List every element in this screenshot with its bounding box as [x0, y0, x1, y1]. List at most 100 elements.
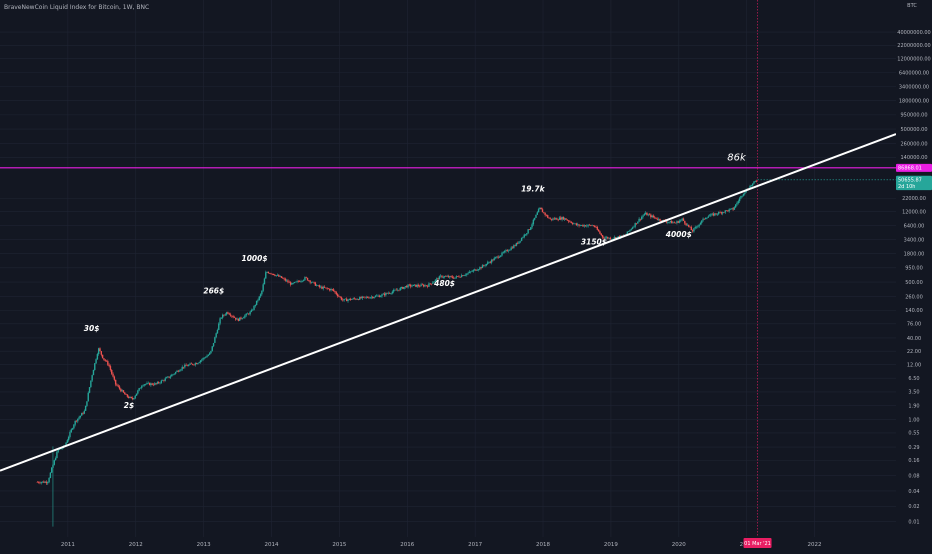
candle-body	[229, 314, 232, 316]
candle-body	[539, 207, 541, 210]
candle-body	[515, 243, 518, 246]
y-tick-label: 1.00	[908, 417, 919, 423]
candle-body	[296, 281, 298, 282]
candle-body	[733, 207, 736, 210]
candle-body	[208, 353, 211, 355]
candle-body	[225, 312, 228, 315]
candle-body	[592, 225, 595, 227]
candle-body	[41, 481, 44, 483]
candle-body	[96, 354, 99, 360]
candle-body	[144, 384, 147, 385]
y-tick-label: 0.02	[908, 504, 919, 510]
candle-body	[526, 233, 528, 235]
candle-body	[719, 212, 721, 213]
candle-body	[351, 299, 353, 300]
price-annotation: 30$	[84, 324, 100, 333]
candle-body	[54, 457, 57, 461]
candle-body	[450, 276, 452, 277]
candle-body	[48, 477, 50, 483]
candle-body	[496, 256, 498, 258]
price-annotation: 1000$	[241, 254, 267, 263]
candle-body	[148, 382, 151, 386]
candle-body	[67, 436, 70, 441]
candle-body	[40, 482, 42, 484]
candle-body	[103, 358, 105, 360]
x-tick-label: 2012	[129, 542, 143, 548]
candle-body	[644, 212, 647, 215]
candle-body	[374, 295, 377, 298]
candle-body	[173, 373, 176, 375]
candle-body	[475, 269, 477, 271]
candle-body	[194, 363, 196, 365]
candle-body	[331, 289, 334, 290]
candle-body	[39, 482, 41, 484]
candle-body	[57, 449, 59, 452]
candle-body	[654, 217, 656, 218]
candle-body	[43, 481, 45, 483]
candle-body	[428, 283, 430, 287]
candle-body	[513, 245, 515, 249]
candle-body	[547, 215, 549, 218]
candle-body	[344, 298, 347, 300]
candle-body	[437, 278, 439, 280]
candle-body	[672, 222, 674, 224]
candle-body	[186, 365, 189, 367]
candle-body	[614, 237, 617, 239]
candle-body	[211, 346, 213, 351]
candle-body	[631, 227, 634, 229]
candle-body	[197, 363, 199, 365]
candle-body	[510, 247, 512, 250]
candle-body	[438, 276, 441, 280]
candle-body	[609, 237, 612, 240]
x-tick-label: 2015	[332, 542, 346, 548]
candle-body	[509, 249, 511, 251]
candle-body	[453, 277, 455, 279]
candle-body	[396, 289, 399, 291]
candle-body	[131, 397, 134, 400]
candle-body	[749, 185, 751, 189]
candle-body	[175, 371, 177, 374]
candle-body	[652, 215, 655, 218]
candle-body	[617, 236, 619, 238]
candle-body	[274, 274, 276, 276]
candle-body	[651, 215, 653, 218]
candle-body	[376, 295, 378, 297]
candle-body	[553, 218, 555, 220]
candle-body	[567, 220, 570, 222]
candle-body	[704, 218, 707, 220]
candle-body	[215, 333, 217, 338]
candle-body	[600, 233, 602, 236]
candle-body	[201, 359, 203, 361]
candle-body	[472, 270, 475, 272]
candle-body	[309, 280, 311, 283]
candle-body	[224, 314, 227, 316]
candle-body	[586, 225, 588, 227]
candle-body	[334, 290, 336, 293]
candle-body	[99, 348, 101, 352]
candle-body	[524, 234, 527, 236]
candle-body	[178, 370, 181, 372]
candle-body	[362, 296, 365, 298]
candle-body	[732, 208, 734, 210]
price-scale[interactable]: BTC 40000000.00 22000000.00 12000000.00 640…	[897, 3, 930, 525]
candle-body	[180, 369, 182, 371]
y-tick-label: 3.50	[908, 390, 919, 396]
candle-body	[667, 222, 669, 223]
candle-body	[419, 286, 421, 287]
candle-body	[47, 482, 49, 484]
trendline[interactable]	[0, 133, 897, 472]
candle-body	[352, 298, 354, 300]
candle-body	[319, 286, 322, 288]
candle-body	[45, 481, 48, 484]
candle-body	[202, 358, 204, 360]
y-tick-label: 0.55	[908, 431, 919, 437]
candle-body	[464, 274, 467, 276]
candle-body	[421, 284, 424, 286]
candle-body	[459, 277, 461, 278]
candle-body	[168, 376, 170, 378]
candle-body	[143, 384, 146, 386]
candle-body	[677, 221, 679, 223]
candle-body	[656, 218, 659, 220]
